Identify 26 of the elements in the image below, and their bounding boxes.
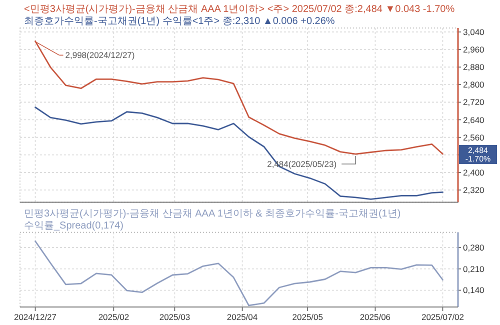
series-label: 민평3사평균(시가평가)-금융채 산금채 AAA 1년이하 & 최종호가수익률-국고채권(1년) 수익률_Spread(0,174)	[24, 208, 401, 232]
x-tick-label: 2025/04	[226, 312, 258, 322]
text: 최종호가수익률-국고채권(1년) 수익률<1주> 종:2,310 ▲0.006 +0.26%	[24, 16, 335, 27]
y-tick-label: 0,210	[463, 264, 485, 274]
line-series	[34, 240, 444, 306]
y-tick-label: 2,400	[463, 167, 485, 178]
y-tick-label: 2,560	[463, 132, 485, 142]
y-tick-label: 0,140	[463, 285, 485, 296]
y-tick-label: 2,960	[463, 44, 485, 55]
x-tick-label: 2025/06	[360, 312, 391, 322]
x-tick-label: 2025/05	[292, 312, 324, 322]
y-tick-label: 2,800	[463, 80, 485, 90]
annotation: 2,484 -1.70%	[465, 146, 491, 164]
y-tick-label: 2,320	[463, 185, 485, 196]
x-tick-label: 2025/02	[98, 312, 130, 322]
x-tick-label: 2024/12/27	[14, 312, 57, 322]
y-tick-label: 0,280	[463, 242, 485, 253]
annotation: 2,998(2024/12/27)	[65, 50, 135, 60]
text: <민평3사평균(시가평가)-금융채 산금채 AAA 1년이하> <주> 2025/07/02 종:2,484 ▼0.043 -1.70%	[24, 4, 455, 15]
y-tick-label: 2,880	[463, 62, 485, 72]
x-tick-label: 2025/07/02	[421, 312, 464, 322]
y-tick-label: 3,040	[463, 26, 485, 37]
x-tick-label: 2025/03	[159, 312, 190, 322]
line-series	[34, 106, 444, 200]
y-tick-label: 2,720	[463, 97, 485, 108]
y-tick-label: 2,640	[463, 114, 485, 125]
